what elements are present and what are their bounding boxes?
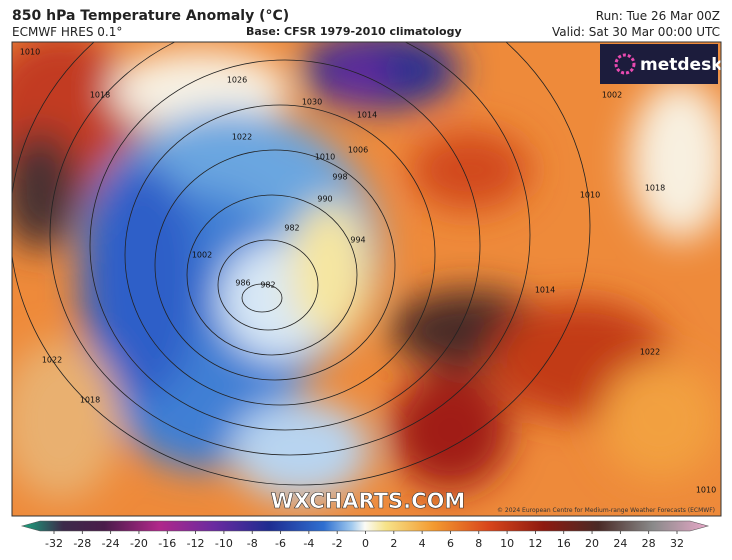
colorbar-tick-label: 20	[585, 537, 599, 550]
isobar-label: 1030	[302, 98, 322, 107]
colorbar-tick-label: 10	[500, 537, 514, 550]
isobar-label: 994	[350, 236, 365, 245]
isobar-label: 1018	[645, 184, 665, 193]
isobar-label: 1014	[535, 286, 555, 295]
colorbar-bar	[20, 520, 710, 532]
isobar-label: 1022	[42, 356, 62, 365]
title: 850 hPa Temperature Anomaly (°C)	[12, 8, 290, 24]
isobar-label: 982	[284, 224, 299, 233]
colorbar-tick-label: 6	[447, 537, 454, 550]
isobar-label: 1006	[348, 146, 368, 155]
isobar-label: 982	[260, 281, 275, 290]
model: ECMWF HRES 0.1°	[12, 25, 123, 39]
colorbar-tick-label: -10	[215, 537, 233, 550]
isobar-label: 1002	[602, 91, 622, 100]
colorbar-tick-label: -32	[45, 537, 63, 550]
isobar-label: 986	[235, 279, 250, 288]
colorbar-tick-label: 0	[362, 537, 369, 550]
colorbar-tick-label: -6	[275, 537, 286, 550]
isobar-label: 1022	[640, 348, 660, 357]
colorbar-tick-label: -12	[187, 537, 205, 550]
isobar-label: 1014	[357, 111, 377, 120]
isobar-label: 1010	[315, 153, 335, 162]
isobar-label: 1010	[696, 486, 716, 495]
anomaly-field: metdesk 1010 1018 1026 1030 1022 1014 10…	[12, 42, 723, 516]
colorbar-tick-label: 2	[390, 537, 397, 550]
isobar-label: 990	[317, 195, 332, 204]
colorbar: -32 -28 -24 -20 -16 -12 -10 -8 -6 -4 -2 0 2 4 6 8 10 12 16…	[20, 520, 710, 550]
isobar-label: 1018	[90, 91, 110, 100]
logo-icon	[614, 53, 636, 75]
isobars	[12, 42, 591, 486]
isobar-label: 1010	[20, 48, 40, 57]
colorbar-tick-label: 24	[613, 537, 627, 550]
isobar-label: 1026	[227, 76, 247, 85]
copyright: © 2024 European Centre for Medium-range …	[497, 507, 715, 514]
isobar-label: 1018	[80, 396, 100, 405]
colorbar-tick-label: 28	[642, 537, 656, 550]
colorbar-tick-label: 32	[670, 537, 684, 550]
map-frame	[11, 41, 722, 517]
colorbar-tick-label: -2	[332, 537, 343, 550]
logo: metdesk	[640, 55, 723, 75]
run: Run: Tue 26 Mar 00Z	[595, 9, 720, 23]
isobar-label: 998	[332, 173, 347, 182]
colorbar-tick-label: -8	[247, 537, 258, 550]
colorbar-tick-label: -24	[102, 537, 120, 550]
isobar-label: 1010	[580, 191, 600, 200]
isobar-label: 1022	[232, 133, 252, 142]
colorbar-tick-label: 4	[419, 537, 426, 550]
colorbar-tick-label: 16	[557, 537, 571, 550]
colorbar-tick-label: -28	[73, 537, 91, 550]
colorbar-tick-label: 8	[475, 537, 482, 550]
valid: Valid: Sat 30 Mar 00:00 UTC	[552, 25, 720, 39]
isobar-label: 1002	[192, 251, 212, 260]
colorbar-tick-label: 12	[528, 537, 542, 550]
colorbar-tick-label: -16	[158, 537, 176, 550]
logo-box	[600, 44, 718, 84]
colorbar-tick-label: -20	[130, 537, 148, 550]
colorbar-tick-label: -4	[303, 537, 314, 550]
watermark: WXCHARTS.COM	[271, 489, 466, 513]
base: Base: CFSR 1979-2010 climatology	[246, 25, 462, 38]
